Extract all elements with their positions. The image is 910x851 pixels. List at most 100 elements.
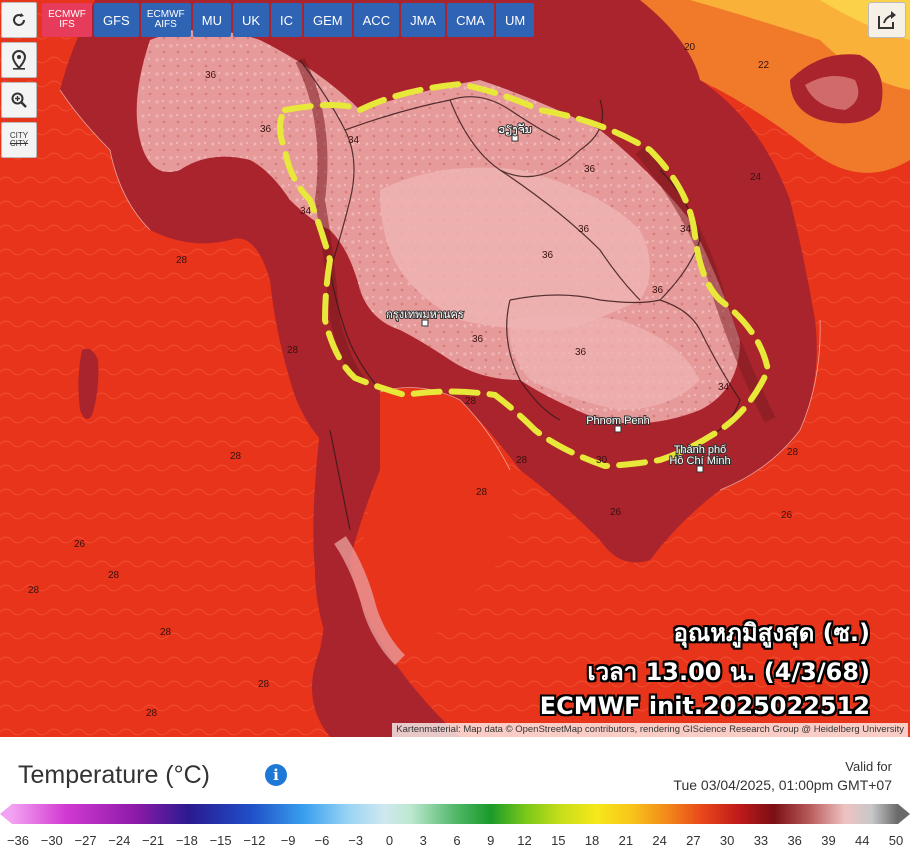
temperature-value-labels: 36 36 34 34 36 36 36 36 36 36 34 34 24 22 20 28 28 28 28 28…: [28, 42, 799, 719]
place-marker: Phnom Penh: [585, 414, 651, 433]
color-scale: [0, 804, 910, 824]
valid-for-label: Valid for: [845, 759, 892, 774]
model-button-acc[interactable]: ACC: [353, 3, 400, 37]
model-button-gfs[interactable]: GFS: [94, 3, 139, 37]
legend-panel: Temperature (°C) i Valid for Tue 03/04/2…: [0, 737, 910, 851]
temperature-label: 26: [74, 539, 86, 550]
temperature-label: 28: [230, 451, 242, 462]
share-button[interactable]: [868, 2, 906, 38]
temperature-label: 34: [348, 135, 360, 146]
place-marker: Hồ Chí Minh: [668, 454, 732, 473]
scale-right-arrow: [898, 804, 910, 824]
scale-tick-label: 18: [584, 833, 600, 848]
model-button-jma[interactable]: JMA: [401, 3, 446, 37]
scale-tick-label: 24: [652, 833, 667, 848]
temperature-label: 24: [750, 172, 762, 183]
place-label: Hồ Chí Minh: [669, 455, 730, 467]
scale-tick-label: −30: [40, 833, 63, 848]
temperature-label: 26: [781, 510, 793, 521]
place-marker: ວຽງຈັນ: [497, 121, 533, 142]
scale-tick-label: 9: [487, 833, 495, 848]
scale-tick-label: 21: [618, 833, 634, 848]
scale-tick-label: 0: [385, 833, 394, 848]
model-button-mu[interactable]: MU: [192, 3, 231, 37]
scale-tick-label: −24: [108, 833, 131, 848]
model-button-uk[interactable]: UK: [232, 3, 270, 37]
model-button-ecmwf-aifs[interactable]: ECMWF AIFS: [140, 3, 191, 37]
temperature-label: 28: [787, 447, 799, 458]
temperature-label: 36: [584, 164, 596, 175]
temperature-label: 36: [260, 124, 272, 135]
temperature-label: 28: [465, 396, 477, 407]
scale-tick-label: 6: [453, 833, 461, 848]
scale-tick-label: 12: [517, 833, 532, 848]
model-selector: ECMWF IFS GFS ECMWF AIFS MU UK IC GEM ACC JMA CMA…: [42, 3, 535, 37]
model-button-ecmwf-ifs[interactable]: ECMWF IFS: [42, 3, 92, 37]
temperature-label: 36: [542, 250, 554, 261]
legend-title: Temperature (°C): [18, 761, 210, 789]
scale-tick-label: −6: [314, 833, 330, 848]
refresh-button[interactable]: [1, 2, 37, 38]
scale-tick-label: 33: [753, 833, 769, 848]
temperature-label: 30: [596, 455, 608, 466]
share-icon: [878, 11, 896, 29]
overlay-title: อุณหภูมิสูงสุด (ซ.): [673, 619, 870, 647]
temperature-label: 36: [578, 224, 590, 235]
scale-tick-label: −18: [175, 833, 198, 848]
place-marker: กรุงเทพมหานคร: [385, 308, 465, 327]
scale-tick-label: 44: [854, 833, 870, 848]
city-toggle-button[interactable]: CITY CITY: [1, 122, 37, 158]
temperature-label: 20: [684, 42, 696, 53]
place-label: ວຽງຈັນ: [498, 122, 532, 136]
temperature-label: 28: [287, 345, 299, 356]
valid-time: Tue 03/04/2025, 01:00pm GMT+07: [673, 777, 892, 793]
scale-tick-label: 3: [419, 833, 427, 848]
place-label: กรุงเทพมหานคร: [386, 309, 464, 321]
place-labels: ວຽງຈັນ กรุงเทพมหานคร Phnom Penh Thành phốHồ…: [385, 121, 732, 473]
scale-tick-label: 36: [787, 833, 802, 848]
scale-tick-label: −12: [243, 833, 266, 848]
temperature-label: 28: [108, 570, 120, 581]
scale-tick-label: −9: [280, 833, 296, 848]
scale-tick-label: 30: [719, 833, 735, 848]
scale-tick-label: −15: [209, 833, 232, 848]
scale-bar: [12, 804, 898, 824]
temperature-label: 34: [300, 206, 312, 217]
scale-tick-label: 50: [888, 833, 904, 848]
scale-left-arrow: [0, 804, 12, 824]
zoom-button[interactable]: [1, 82, 37, 118]
temperature-label: 28: [516, 455, 528, 466]
heat-area-outline: [277, 80, 772, 470]
weather-map[interactable]: 36 36 34 34 36 36 36 36 36 36 34 34 24 22 20 28 28 28 28 28…: [0, 0, 910, 737]
temperature-label: 34: [718, 382, 730, 393]
map-attribution: Kartenmaterial: Map data © OpenStreetMap…: [392, 723, 908, 737]
scale-tick-label: 39: [821, 833, 836, 848]
scale-tick-label: −3: [348, 833, 364, 848]
temperature-label: 28: [258, 679, 270, 690]
locate-button[interactable]: [1, 42, 37, 78]
scale-tick-label: −36: [6, 833, 30, 848]
temperature-label: 28: [176, 255, 188, 266]
model-button-gem[interactable]: GEM: [304, 3, 352, 37]
place-marker: Thành phố: [673, 443, 728, 457]
model-button-cma[interactable]: CMA: [447, 3, 494, 37]
temperature-label: 28: [476, 487, 488, 498]
temperature-label: 36: [575, 347, 587, 358]
temperature-map-canvas: 36 36 34 34 36 36 36 36 36 36 34 34 24 22 20 28 28 28 28 28…: [0, 0, 910, 737]
overlay-time: เวลา 13.00 น. (4/3/68): [587, 658, 870, 686]
info-icon[interactable]: i: [265, 764, 287, 786]
temperature-label: 34: [680, 224, 692, 235]
temperature-label: 28: [28, 585, 40, 596]
temperature-label: 28: [160, 627, 172, 638]
country-borders: [299, 59, 741, 531]
city-label-off: CITY: [9, 139, 29, 148]
temperature-label: 22: [758, 60, 770, 71]
zoom-icon: [11, 92, 27, 108]
temperature-label: 28: [146, 708, 158, 719]
temperature-label: 26: [610, 507, 622, 518]
temperature-label: 36: [472, 334, 484, 345]
model-button-um[interactable]: UM: [495, 3, 535, 37]
model-button-ic[interactable]: IC: [271, 3, 303, 37]
scale-tick-label: 27: [686, 833, 701, 848]
refresh-icon: [13, 13, 25, 26]
